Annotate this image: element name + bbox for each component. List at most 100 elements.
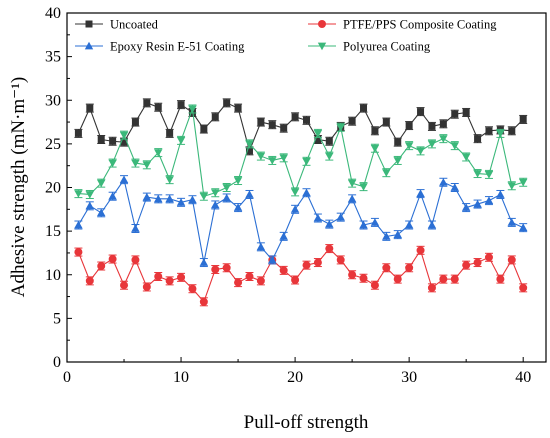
data-point [85, 191, 95, 199]
data-point [347, 194, 357, 203]
data-point [416, 246, 425, 255]
data-point [474, 135, 482, 143]
data-point [223, 99, 231, 107]
data-point [507, 218, 516, 226]
legend-marker [317, 42, 327, 51]
data-point [222, 193, 231, 202]
data-point [165, 176, 174, 184]
series-1 [74, 244, 528, 307]
data-point [211, 265, 220, 274]
data-point [416, 147, 425, 156]
x-tick-label: 0 [63, 369, 71, 386]
data-point [74, 190, 83, 198]
data-point [234, 278, 243, 287]
data-point [416, 189, 425, 197]
data-point [74, 248, 83, 257]
data-point [370, 281, 379, 290]
data-point [165, 194, 174, 203]
data-point [347, 179, 357, 188]
data-point [484, 171, 494, 179]
data-point [461, 203, 471, 211]
series-3 [74, 104, 528, 201]
data-point [256, 152, 266, 161]
legend-label: Polyurea Coating [343, 40, 431, 54]
data-point [211, 200, 220, 209]
data-point [200, 125, 208, 133]
data-point [394, 138, 402, 146]
y-tick-label: 25 [45, 136, 61, 153]
data-point [120, 281, 129, 290]
data-point [462, 108, 470, 116]
x-tick-label: 30 [401, 369, 417, 386]
data-point [417, 108, 425, 116]
data-point [427, 140, 437, 149]
data-point [188, 284, 197, 293]
data-point [245, 190, 254, 198]
data-point [268, 255, 277, 264]
data-point [314, 136, 322, 144]
data-point [166, 129, 174, 137]
data-point [280, 124, 288, 132]
data-point [427, 283, 436, 292]
data-point [97, 136, 105, 144]
data-point [108, 255, 117, 264]
data-point [325, 137, 333, 145]
data-point [439, 135, 448, 143]
data-point [325, 219, 334, 228]
data-point [371, 127, 379, 135]
series-line [77, 178, 524, 263]
data-point [85, 276, 94, 285]
series-line [78, 108, 524, 197]
legend-item: Polyurea Coating [308, 40, 431, 54]
data-point [484, 196, 494, 204]
data-point [131, 224, 140, 232]
data-point [119, 131, 129, 140]
data-point [462, 261, 471, 270]
data-point [199, 192, 209, 201]
data-point [234, 104, 242, 112]
data-point [313, 258, 322, 267]
legend-marker [84, 41, 94, 50]
data-point [404, 220, 414, 229]
data-point [199, 297, 208, 306]
legend-marker [318, 20, 326, 28]
data-point [313, 130, 323, 138]
data-point [496, 190, 505, 198]
data-point [382, 263, 391, 272]
data-point [439, 120, 447, 128]
data-point [325, 244, 334, 253]
data-point [142, 192, 152, 201]
y-tick-label: 30 [45, 92, 61, 109]
data-point [97, 179, 106, 188]
data-point [450, 275, 459, 284]
y-tick-label: 40 [45, 5, 61, 22]
x-axis-title: Pull-off strength [244, 412, 369, 433]
data-point [176, 137, 186, 145]
data-point [507, 255, 516, 264]
data-point [348, 117, 356, 125]
data-point [245, 272, 254, 281]
data-point [154, 194, 163, 203]
legend-item: Uncoated [75, 18, 159, 32]
data-point [291, 275, 300, 284]
data-point [143, 99, 151, 107]
data-point [496, 275, 505, 284]
data-point [131, 159, 140, 168]
data-point [142, 282, 151, 291]
y-tick-label: 15 [45, 223, 61, 240]
data-point [359, 183, 368, 191]
data-point [508, 127, 516, 135]
legend-label: Uncoated [110, 18, 159, 32]
data-point [256, 242, 266, 251]
data-point [74, 129, 82, 137]
data-point [291, 113, 299, 121]
data-point [108, 192, 117, 200]
data-point [405, 263, 414, 272]
data-point [336, 255, 345, 264]
data-point [177, 101, 185, 109]
data-point [450, 142, 459, 150]
data-point [131, 118, 139, 126]
data-point [519, 283, 528, 292]
plot-frame [66, 12, 547, 363]
data-point [188, 105, 197, 114]
